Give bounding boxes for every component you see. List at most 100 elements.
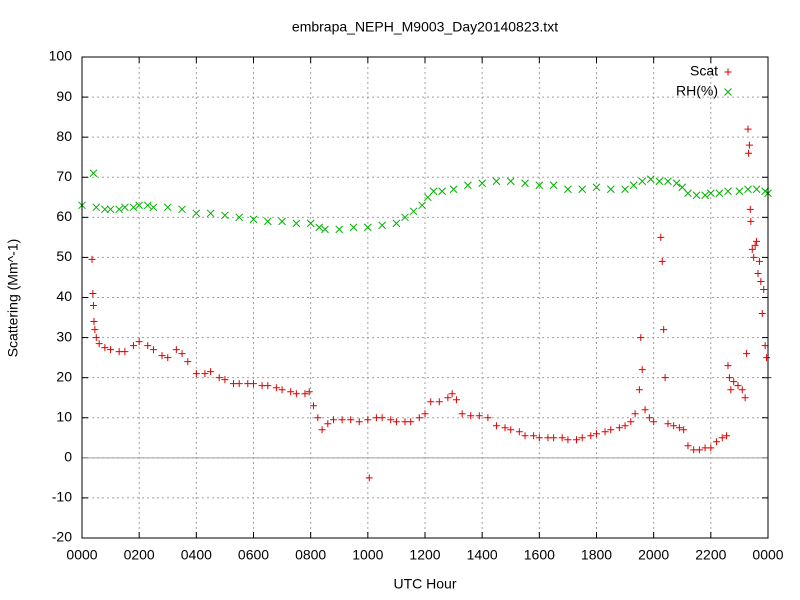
y-tick-label: 0 — [64, 449, 72, 465]
data-point — [521, 432, 529, 440]
data-point — [278, 217, 286, 226]
data-point — [692, 191, 701, 200]
data-point — [755, 257, 763, 265]
data-point — [760, 285, 768, 293]
data-point — [658, 257, 666, 265]
data-point — [378, 414, 386, 422]
data-point — [330, 416, 338, 424]
data-point — [751, 241, 759, 249]
x-tick-label: 1800 — [581, 547, 612, 563]
data-point — [421, 410, 429, 418]
data-point — [601, 428, 609, 436]
data-point — [606, 185, 615, 194]
y-tick-label: -20 — [52, 529, 72, 545]
data-point — [338, 416, 346, 424]
x-tick-label: 0200 — [124, 547, 155, 563]
data-point — [135, 201, 144, 210]
data-point — [95, 340, 103, 348]
data-point — [741, 394, 749, 402]
data-point — [387, 416, 395, 424]
data-point — [746, 205, 754, 213]
data-point — [467, 412, 475, 420]
data-point — [763, 354, 771, 362]
data-point — [492, 422, 500, 430]
data-point — [101, 344, 109, 352]
data-point — [723, 432, 731, 440]
data-point — [521, 179, 529, 188]
data-point — [106, 205, 115, 214]
data-point — [215, 374, 223, 382]
x-tick-label: 1000 — [352, 547, 383, 563]
data-point — [121, 203, 129, 212]
data-point — [149, 203, 158, 212]
data-point — [621, 422, 629, 430]
data-point — [335, 225, 344, 234]
x-tick-label: 1400 — [467, 547, 498, 563]
data-point — [629, 181, 638, 190]
data-point — [744, 185, 752, 194]
data-point — [438, 187, 447, 196]
data-point — [89, 289, 97, 297]
data-point — [484, 414, 492, 422]
data-point — [144, 342, 152, 350]
data-point — [506, 177, 515, 186]
x-tick-label: 0800 — [295, 547, 326, 563]
data-point — [292, 219, 301, 228]
data-point — [530, 432, 538, 440]
data-point — [701, 191, 709, 200]
data-point — [735, 187, 744, 196]
legend-marker — [724, 68, 732, 76]
data-point — [748, 245, 756, 253]
x-tick-label: 0600 — [238, 547, 269, 563]
data-point — [318, 426, 326, 434]
data-point — [355, 418, 363, 426]
data-point — [706, 189, 715, 198]
data-point — [501, 424, 509, 432]
data-point — [657, 233, 665, 241]
data-point — [172, 346, 180, 354]
data-point — [725, 374, 733, 382]
data-point — [135, 338, 143, 346]
data-point — [738, 386, 746, 394]
data-point — [515, 428, 523, 436]
data-point — [631, 410, 639, 418]
data-point — [192, 370, 200, 378]
data-point — [650, 418, 658, 426]
x-tick-label: 1600 — [524, 547, 555, 563]
x-tick-label: 2200 — [695, 547, 726, 563]
data-point — [292, 390, 300, 398]
data-point — [492, 177, 501, 186]
data-point — [621, 185, 629, 194]
data-point — [672, 179, 681, 188]
data-point — [592, 183, 601, 192]
data-point — [315, 223, 324, 232]
data-point — [664, 177, 672, 186]
data-point — [564, 185, 572, 194]
plot-area — [78, 125, 772, 482]
data-point — [675, 424, 683, 432]
data-point — [143, 201, 152, 210]
data-point — [535, 434, 543, 442]
data-point — [661, 374, 669, 382]
data-point — [664, 420, 672, 428]
x-tick-label: 0000 — [66, 547, 97, 563]
data-point — [415, 414, 423, 422]
data-point — [638, 366, 646, 374]
data-point — [724, 187, 732, 196]
data-point — [363, 223, 372, 232]
data-point — [207, 368, 215, 376]
data-point — [178, 205, 186, 214]
data-point — [306, 219, 315, 228]
data-point — [758, 310, 766, 318]
data-point — [263, 217, 272, 226]
plot-frame — [81, 56, 769, 539]
data-point — [637, 334, 645, 342]
data-point — [305, 388, 313, 396]
data-point — [310, 402, 318, 410]
data-point — [158, 352, 166, 360]
data-point — [409, 207, 418, 216]
data-point — [449, 185, 458, 194]
data-point — [627, 418, 635, 426]
data-point — [424, 193, 432, 202]
